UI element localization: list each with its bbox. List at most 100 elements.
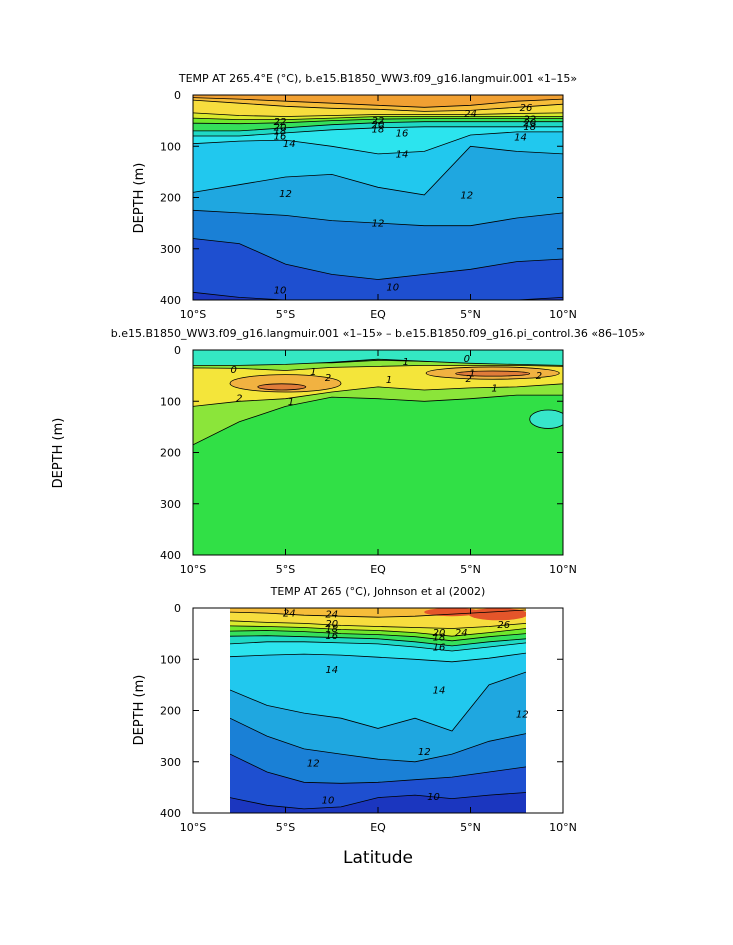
- y-tick-label: 300: [160, 498, 181, 511]
- isotherm-line-14: [230, 652, 526, 663]
- contour-label: 20: [274, 122, 287, 133]
- contour-label: 22: [274, 117, 287, 128]
- isotherm-line-22: [193, 112, 563, 117]
- axis-ticks: 10°S 5°S EQ 5°N 10°N 0 100 200 300 400: [160, 89, 577, 321]
- contour-label: 24: [283, 609, 296, 620]
- y-tick-label: 300: [160, 243, 181, 256]
- isotherm-line-24: [193, 99, 563, 112]
- x-tick-label: 10°N: [549, 821, 577, 834]
- x-tick-label: 5°N: [460, 821, 481, 834]
- contour-label: 14: [283, 139, 296, 150]
- contour-label: 20: [523, 118, 536, 129]
- y-tick-label: 400: [160, 294, 181, 307]
- contour-label: 22: [372, 116, 385, 127]
- anomaly-core-7: [529, 409, 563, 429]
- contour-label: 16: [396, 128, 409, 139]
- contour-label: 14: [325, 665, 338, 676]
- isotherm-line-9: [230, 792, 526, 810]
- contour-label: 0: [464, 354, 470, 365]
- y-tick-label: 300: [160, 756, 181, 769]
- contour-label: 24: [325, 610, 338, 621]
- contour-label: 18: [433, 633, 446, 644]
- x-tick-label: 5°S: [276, 563, 295, 576]
- x-axis-label: Latitude: [343, 848, 413, 868]
- observed-temperature-panel: TEMP AT 265 (°C), Johnson et al (2002) D…: [132, 585, 577, 868]
- contour-label: 2: [325, 373, 331, 384]
- contour-label: 16: [433, 642, 446, 653]
- isotherm-line-18: [230, 630, 526, 642]
- contour-label: 10: [427, 792, 440, 803]
- y-tick-label: 0: [174, 89, 181, 102]
- contour-label: 12: [279, 189, 292, 200]
- contour-label: 0: [231, 365, 237, 376]
- difference-panel: b.e15.B1850_WW3.f09_g16.langmuir.001 «1–…: [51, 327, 645, 576]
- isotherm-line-12: [230, 671, 526, 732]
- contour-label: 24: [455, 628, 468, 639]
- isotherm-line-14: [193, 131, 563, 155]
- contour-label: 22: [523, 115, 536, 126]
- contour-label: 18: [372, 124, 385, 135]
- y-tick-label: 400: [160, 807, 181, 820]
- anomaly-core-5: [257, 383, 307, 391]
- panel-title: TEMP AT 265 (°C), Johnson et al (2002): [270, 585, 486, 598]
- contour-label: 1: [288, 397, 294, 408]
- contour-label: 1: [469, 369, 475, 380]
- x-tick-label: 5°S: [276, 821, 295, 834]
- panel-title: TEMP AT 265.4°E (°C), b.e15.B1850_WW3.f0…: [178, 72, 577, 85]
- x-tick-label: 5°N: [460, 308, 481, 321]
- contour-label: 26: [520, 103, 533, 114]
- isotherm-line-15: [193, 126, 563, 137]
- contour-label: 14: [433, 686, 446, 697]
- isotherm-line-26: [193, 97, 563, 108]
- x-tick-label: 10°N: [549, 308, 577, 321]
- contour-label: 10: [386, 283, 399, 294]
- isotherm-line-9: [193, 291, 563, 300]
- y-axis-label: DEPTH (m): [132, 163, 147, 234]
- isotherm-line-20: [193, 116, 563, 120]
- contour-label: 12: [372, 219, 385, 230]
- contour-label: 18: [325, 624, 338, 635]
- isotherm-line-10: [193, 238, 563, 280]
- contour-label: 24: [464, 109, 477, 120]
- contour-label: 18: [274, 126, 287, 137]
- x-tick-label: EQ: [370, 563, 386, 576]
- y-axis-label: DEPTH (m): [51, 418, 66, 489]
- contour-label: 20: [433, 628, 446, 639]
- y-tick-label: 100: [160, 653, 181, 666]
- y-tick-label: 0: [174, 602, 181, 615]
- model-temperature-panel: TEMP AT 265.4°E (°C), b.e15.B1850_WW3.f0…: [132, 72, 577, 321]
- contour-label: 1: [386, 375, 392, 386]
- x-tick-label: 10°N: [549, 563, 577, 576]
- warm-patch-1: [424, 608, 480, 617]
- isotherm-line-22: [230, 620, 526, 629]
- contour-label: 1: [403, 357, 409, 368]
- y-tick-label: 200: [160, 705, 181, 718]
- y-tick-label: 100: [160, 395, 181, 408]
- y-tick-label: 0: [174, 344, 181, 357]
- isotherm-line-11: [193, 209, 563, 227]
- x-tick-label: EQ: [370, 821, 386, 834]
- contour-label: 1: [310, 367, 316, 378]
- panel-title: b.e15.B1850_WW3.f09_g16.langmuir.001 «1–…: [111, 327, 646, 340]
- isotherm-line-18: [193, 118, 563, 125]
- y-tick-label: 100: [160, 140, 181, 153]
- x-tick-label: 5°N: [460, 563, 481, 576]
- isotherm-line-24: [230, 609, 526, 618]
- contour-label: 10: [274, 285, 287, 296]
- isotherm-line-11: [230, 717, 526, 763]
- isotherm-line-10: [230, 753, 526, 784]
- axis-ticks: 10°S 5°S EQ 5°N 10°N 0 100 200 300 400: [160, 602, 577, 834]
- warm-patch-0: [468, 608, 526, 621]
- y-axis-label: DEPTH (m): [132, 675, 147, 746]
- contour-label: 20: [372, 120, 385, 131]
- x-tick-label: 10°S: [180, 563, 206, 576]
- contour-label: 10: [322, 796, 335, 807]
- contour-label: 16: [325, 631, 338, 642]
- contour-label: 20: [325, 619, 338, 630]
- isotherm-line-16: [230, 635, 526, 647]
- y-tick-label: 200: [160, 192, 181, 205]
- contour-label: 12: [418, 747, 431, 758]
